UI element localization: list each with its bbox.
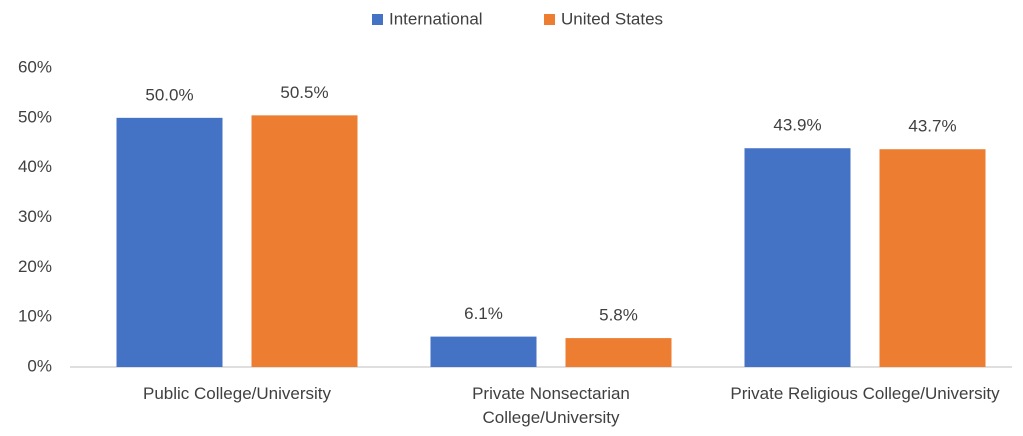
data-label: 5.8% [599, 306, 638, 325]
legend-swatch [372, 14, 383, 25]
bar [251, 115, 358, 367]
bar [565, 338, 672, 367]
legend-label: United States [561, 9, 663, 28]
y-tick-label: 0% [27, 356, 52, 375]
bar [879, 149, 986, 367]
data-label: 50.5% [280, 83, 328, 102]
bar [744, 148, 851, 367]
y-tick-label: 20% [18, 257, 52, 276]
bar [116, 117, 223, 367]
data-label: 43.7% [908, 117, 956, 136]
data-label: 43.9% [773, 116, 821, 135]
legend-swatch [544, 14, 555, 25]
data-label: 6.1% [464, 304, 503, 323]
bar [430, 336, 537, 367]
y-tick-label: 30% [18, 207, 52, 226]
x-tick-label: Private Religious College/University [730, 384, 1000, 403]
y-tick-label: 60% [18, 57, 52, 76]
y-tick-label: 40% [18, 157, 52, 176]
data-label: 50.0% [145, 85, 193, 104]
x-tick-label: Private Nonsectarian College/University [472, 384, 630, 427]
y-tick-label: 50% [18, 107, 52, 126]
x-tick-label: Public College/University [142, 384, 332, 403]
y-tick-label: 10% [18, 307, 52, 326]
legend-label: International [389, 9, 483, 28]
